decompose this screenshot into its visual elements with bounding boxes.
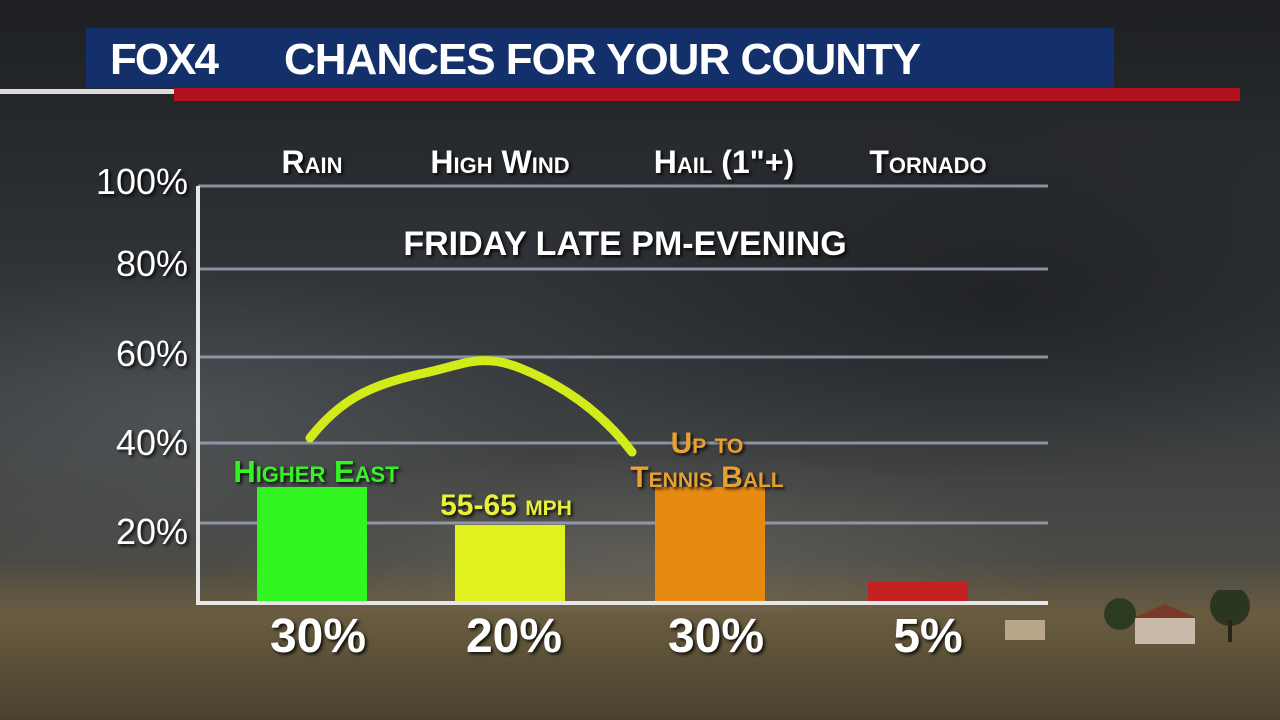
y-tick-60: 60% (115, 333, 188, 374)
ground-horizon (0, 612, 1280, 720)
y-tick-100: 100% (95, 161, 188, 202)
y-tick-40: 40% (115, 422, 188, 463)
title-bar (86, 28, 1114, 88)
header-red-rule (174, 88, 1240, 101)
annotation-higher-east: Higher East (233, 454, 399, 489)
annotation-tennis-ball: Up to Tennis Ball (630, 427, 784, 494)
category-label-tornado: Tornado (869, 144, 987, 180)
y-tick-20: 20% (115, 511, 188, 552)
chart-subtitle: FRIDAY LATE PM-EVENING (403, 225, 847, 263)
farmhouse-silhouette (1005, 590, 1250, 644)
y-tick-80: 80% (115, 243, 188, 284)
header-white-rule (0, 89, 175, 94)
fox4-logo: FOX4 (110, 35, 219, 84)
value-label-rain: 30% (269, 610, 367, 663)
category-label-rain: Rain (281, 144, 343, 180)
category-label-hail: Hail (1"+) (653, 144, 795, 180)
bar-high-wind (455, 525, 565, 601)
value-label-tornado: 5% (893, 610, 963, 663)
annotation-arc (305, 356, 637, 457)
annotation-wind-speed: 55-65 mph (440, 489, 572, 522)
value-label-hail: 30% (667, 610, 765, 663)
category-label-high-wind: High Wind (430, 144, 570, 180)
bar-tornado (868, 582, 968, 601)
page-title: CHANCES FOR YOUR COUNTY (284, 35, 921, 84)
bar-hail (655, 487, 765, 601)
value-label-high-wind: 20% (465, 610, 563, 663)
bar-rain (257, 487, 367, 601)
